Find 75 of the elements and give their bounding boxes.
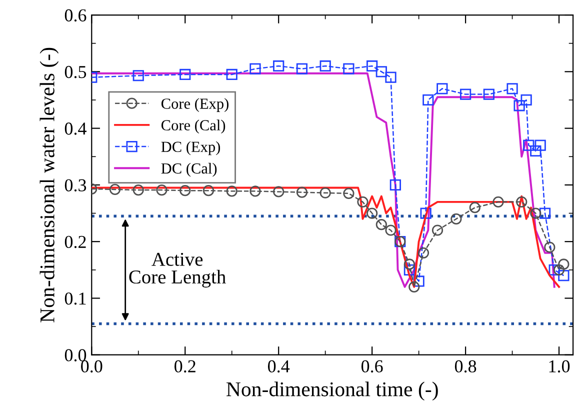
point	[273, 186, 284, 198]
point	[432, 224, 444, 236]
point	[366, 60, 378, 72]
point	[520, 94, 532, 106]
point	[506, 83, 518, 94]
point	[450, 213, 462, 224]
x-tick-label: 0.6	[361, 360, 383, 373]
point	[226, 186, 238, 197]
point	[422, 94, 434, 106]
point	[530, 208, 542, 219]
point	[390, 179, 401, 190]
point	[226, 68, 238, 80]
point	[534, 140, 546, 151]
annotation: Active Core Length	[129, 252, 226, 288]
x-tick-label: 0.4	[268, 360, 290, 373]
point	[202, 185, 214, 196]
point	[492, 196, 504, 208]
point	[483, 88, 494, 100]
legend-label: DC (Exp)	[161, 141, 220, 156]
point	[366, 208, 378, 219]
y-tick-label: 0.6	[64, 9, 86, 22]
point	[413, 276, 424, 287]
point	[385, 72, 396, 83]
point	[420, 208, 432, 219]
point	[343, 188, 354, 199]
x-tick-label: 0.0	[81, 360, 102, 373]
point	[436, 83, 448, 94]
point	[132, 184, 144, 196]
point	[296, 63, 308, 74]
point	[539, 208, 551, 219]
point	[404, 264, 416, 276]
point	[469, 202, 480, 214]
point	[180, 185, 191, 196]
y-tick-label: 0.1	[64, 292, 86, 305]
point	[357, 196, 368, 208]
legend-label: Core (Cal)	[161, 120, 226, 134]
point	[320, 60, 331, 72]
point	[273, 60, 284, 72]
point	[548, 264, 560, 276]
point	[530, 145, 542, 157]
x-tick-label: 1.0	[549, 360, 570, 373]
point	[558, 270, 570, 282]
y-axis-title: Non-dimensional water levels (-)	[40, 48, 59, 322]
point	[180, 68, 191, 80]
x-tick-label: 0.2	[174, 360, 196, 373]
point	[156, 184, 168, 196]
point	[404, 258, 416, 270]
y-tick-label: 0.2	[64, 236, 86, 248]
point	[320, 187, 331, 198]
x-tick-label: 0.8	[454, 360, 476, 373]
legend-label: DC (Cal)	[161, 162, 217, 177]
point	[250, 63, 261, 74]
y-tick-label: 0.4	[64, 122, 86, 135]
point	[516, 196, 528, 208]
point	[250, 186, 261, 197]
point	[558, 258, 570, 270]
point	[109, 184, 121, 196]
x-axis-title: Non-dimensional time (-)	[226, 382, 438, 401]
point	[376, 219, 387, 230]
point	[544, 242, 556, 253]
point	[514, 100, 525, 112]
point	[296, 186, 308, 198]
point	[553, 264, 565, 276]
point	[460, 88, 472, 100]
point	[523, 140, 534, 151]
y-tick-label: 0.5	[64, 66, 86, 78]
point	[418, 247, 430, 258]
point	[408, 281, 420, 292]
legend-label: Core (Exp)	[161, 98, 228, 112]
y-tick-label: 0.0	[64, 349, 86, 362]
point	[343, 63, 354, 74]
y-tick-label: 0.3	[64, 179, 86, 192]
point	[385, 224, 396, 236]
point	[376, 66, 387, 78]
point	[132, 70, 144, 82]
